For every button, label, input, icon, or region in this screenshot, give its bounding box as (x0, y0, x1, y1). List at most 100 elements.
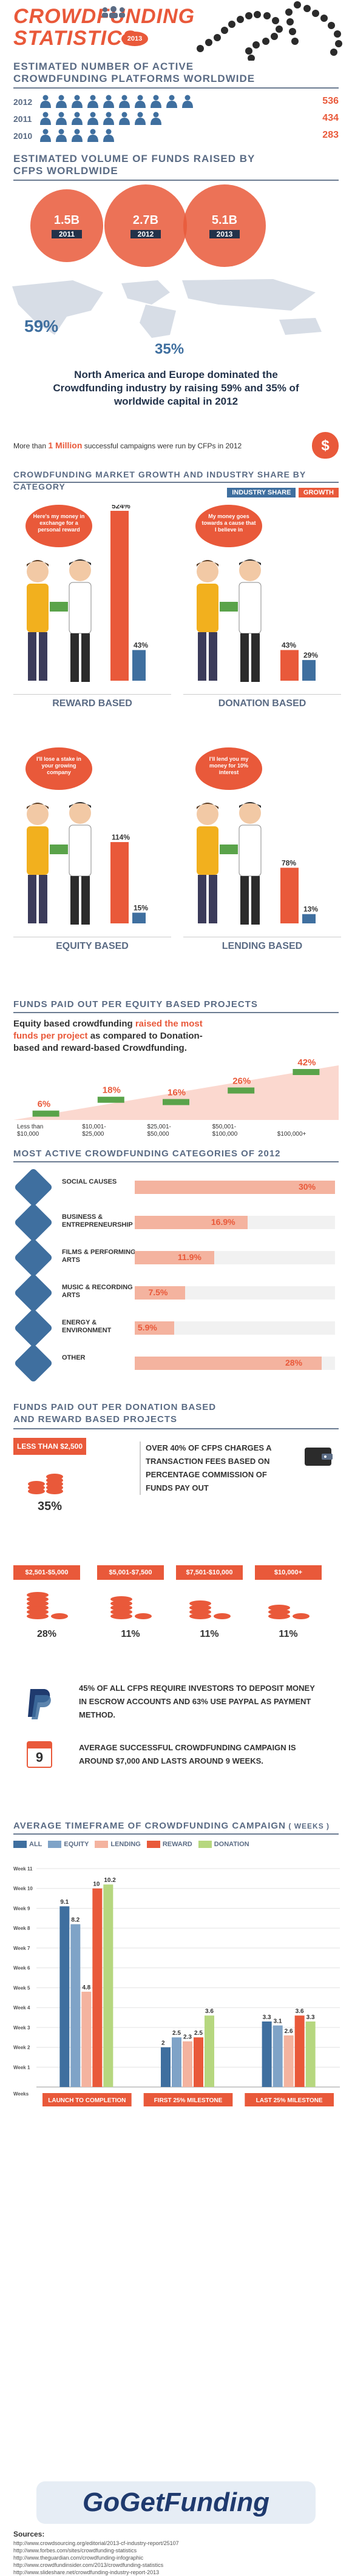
campaigns-highlight: 1 Million (48, 440, 83, 450)
equity-wedge (13, 1065, 339, 1120)
category-value: 7.5% (148, 1287, 168, 1297)
timeframe-section: Average timeframe of crowdfunding campai… (0, 1820, 352, 2427)
market-panel: My money goes towards a cause that I bel… (183, 505, 341, 735)
market-bars: 524% 43% (110, 505, 148, 681)
category-bar-bg (135, 1321, 335, 1335)
timeframe-heading: Average timeframe of crowdfunding campai… (13, 1821, 286, 1831)
volume-circle-label: 1.5B 2011 (42, 214, 91, 238)
growth-bar (280, 868, 299, 923)
source-link[interactable]: http://www.slideshare.net/crowdfunding-i… (13, 2569, 160, 2575)
equity-text-a: Equity based crowdfunding (13, 1019, 133, 1029)
category-bar (135, 1321, 174, 1335)
y-tick-label: Week 7 (13, 1946, 30, 1951)
timeframe-bar-label: 10.2 (104, 1877, 116, 1884)
donation-pct: 28% (36, 1629, 57, 1639)
timeframe-heading-wrap: Average timeframe of crowdfunding campai… (13, 1820, 341, 1832)
market-panel: I'll lose a stake in your growing compan… (13, 747, 171, 978)
platform-count: 434 (322, 113, 339, 123)
category-label: Energy & Environment (62, 1319, 112, 1334)
category-label: Films & Performing Arts (62, 1249, 136, 1264)
timeframe-bar-label: 4.8 (82, 1984, 90, 1991)
timeframe-bar (172, 2037, 181, 2087)
timeframe-bar (81, 1991, 92, 2087)
source-link[interactable]: http://www.forbes.com/sites/crowdfunding… (13, 2547, 137, 2554)
donation-section: Funds paid out per donation based and re… (0, 1401, 352, 1838)
equity-range-a: $50,001- (212, 1124, 236, 1130)
category-value: 28% (285, 1358, 303, 1367)
y-tick-label: Week 9 (13, 1906, 30, 1911)
market-heading: Crowdfunding market growth and industry … (13, 470, 306, 491)
donation-range: $7,501-$10,000 (176, 1565, 243, 1580)
timeframe-bar (294, 2015, 305, 2087)
person-icon (87, 129, 98, 142)
timeframe-bar-label: 9.1 (60, 1899, 69, 1906)
volume-amount: 5.1B (211, 214, 238, 227)
share-bar (132, 650, 146, 681)
legend-swatch (198, 1841, 212, 1848)
title-line-2: Statistics (13, 27, 137, 50)
category-bar (135, 1181, 335, 1194)
equity-range-a: $10,001- (82, 1124, 106, 1130)
money-bag-icon: $ (312, 432, 339, 459)
platforms-section: Estimated number of active crowdfunding … (0, 61, 352, 146)
platform-year: 2011 (13, 114, 32, 124)
people-group-icon (102, 6, 125, 18)
source-link[interactable]: http://www.crowdfundinsider.com/2013/cro… (13, 2562, 164, 2568)
calendar-text: Average successful crowdfunding campaign… (79, 1743, 296, 1765)
category-row: Films & Performing Arts 11.9% (13, 1238, 339, 1278)
fee-text: Over 40% of CFPs charges a transaction f… (140, 1441, 291, 1495)
category-bar (135, 1286, 185, 1300)
x-category-label: FIRST 25% MILESTONE (154, 2097, 223, 2104)
divider (13, 1833, 339, 1835)
person-icon (166, 95, 177, 108)
donation-heading: Funds paid out per donation based and re… (13, 1402, 217, 1425)
equity-range-b: $10,000 (17, 1131, 39, 1138)
coins-icon (110, 1596, 152, 1619)
legend-swatch (13, 1841, 27, 1848)
person-icon (151, 95, 161, 108)
speech-bubble: I'll lose a stake in your growing compan… (25, 747, 92, 790)
donation-tier: $10,000+ 11% (255, 1565, 328, 1662)
share-label: 15% (134, 903, 148, 912)
category-bar (135, 1216, 248, 1229)
volume-amount: 2.7B (132, 214, 159, 227)
legend-swatch (95, 1841, 109, 1848)
coins-icon (27, 1592, 68, 1619)
market-panel: Here's my money in exchange for a person… (13, 505, 171, 735)
campaigns-text: More than 1 Million successful campaigns… (13, 440, 242, 450)
person-icon (56, 95, 67, 108)
timeframe-chart: Week 1 Week 2 Week 3 Week 4 Week 5 Week 6 Week… (13, 1866, 340, 2106)
coins-icon (268, 1605, 310, 1619)
growth-label: 524% (112, 505, 130, 510)
person-icon (87, 95, 98, 108)
equity-steps-chart: 6% Less than$10,000 18% $10,001-$25,000 16% $… (13, 1057, 339, 1138)
calendar-icon: 9 (27, 1741, 52, 1768)
equity-description: Equity based crowdfunding raised the mos… (13, 1018, 208, 1054)
source-link[interactable]: http://www.theguardian.com/crowdfunding-… (13, 2555, 144, 2561)
volume-heading: Estimated volume of funds raised by CFPs… (13, 153, 256, 177)
legend-item: Lending (95, 1841, 141, 1848)
timeframe-bar (103, 1884, 113, 2087)
legend-item: Reward (146, 1841, 192, 1848)
market-category-label: Donation Based (183, 694, 341, 709)
person-icon (151, 112, 161, 125)
people-illustration-icon (197, 559, 262, 682)
timeframe-bar (70, 1924, 81, 2087)
category-label: Music & Recording Arts (62, 1284, 133, 1299)
categories-heading: Most active crowdfunding categories of 2… (13, 1148, 281, 1159)
x-category-label: LAST 25% MILESTONE (256, 2097, 323, 2104)
legend-label: Equity (64, 1841, 89, 1848)
footer-section: GoGetFunding Sources: http://www.crowdso… (0, 2342, 352, 2575)
equity-range-a: Less than (17, 1124, 43, 1130)
category-row: Other 28% (13, 1343, 339, 1383)
timeframe-bar (161, 2047, 171, 2087)
category-row: Business & Entrepreneurship 16.9% (13, 1202, 339, 1242)
source-link[interactable]: http://www.crowdsourcing.org/editorial/2… (13, 2540, 179, 2546)
category-row: Energy & Environment 5.9% (13, 1308, 339, 1348)
share-label: 13% (303, 905, 318, 914)
timeframe-bar-label: 3.3 (306, 2014, 315, 2021)
timeframe-bar-label: 3.3 (263, 2014, 271, 2021)
legend-item: All (13, 1841, 42, 1848)
money-stack-icon (163, 1099, 189, 1105)
pct-europe: 35% (155, 341, 184, 357)
